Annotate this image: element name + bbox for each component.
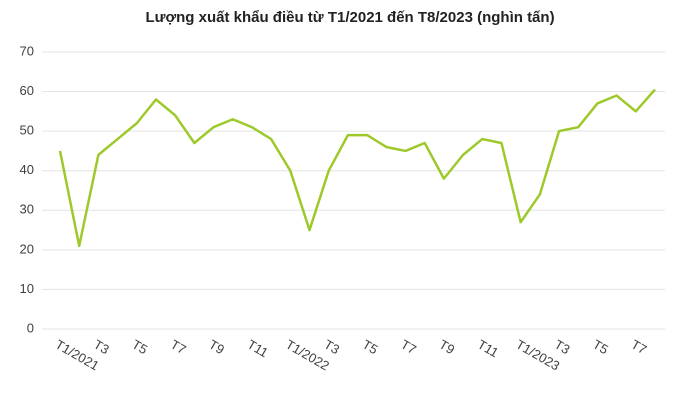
- y-tick-label: 0: [27, 320, 34, 335]
- x-tick-label: T9: [437, 337, 458, 358]
- x-tick-label: T3: [321, 337, 342, 358]
- chart-title: Lượng xuất khẩu điều từ T1/2021 đến T8/2…: [145, 9, 554, 26]
- x-tick-label: T1/2022: [283, 337, 332, 374]
- y-tick-label: 50: [20, 123, 34, 138]
- x-tick-label: T1/2023: [513, 337, 562, 374]
- x-tick-label: T7: [168, 337, 189, 358]
- y-tick-label: 70: [20, 43, 34, 58]
- x-tick-label: T3: [552, 337, 573, 358]
- x-tick-label: T7: [629, 337, 650, 358]
- x-tick-label: T1/2021: [53, 337, 102, 374]
- x-tick-label: T5: [130, 337, 151, 358]
- x-tick-label: T5: [590, 337, 611, 358]
- x-tick-label: T3: [91, 337, 112, 358]
- x-tick-label: T11: [245, 337, 271, 361]
- y-tick-label: 60: [20, 83, 34, 98]
- x-tick-label: T5: [360, 337, 381, 358]
- y-tick-label: 40: [20, 162, 34, 177]
- y-tick-label: 30: [20, 202, 34, 217]
- y-tick-label: 20: [20, 241, 34, 256]
- x-tick-label: T9: [206, 337, 227, 358]
- x-tick-label: T7: [398, 337, 419, 358]
- data-line: [58, 88, 656, 248]
- y-tick-label: 10: [20, 281, 34, 296]
- x-tick-label: T11: [475, 337, 501, 361]
